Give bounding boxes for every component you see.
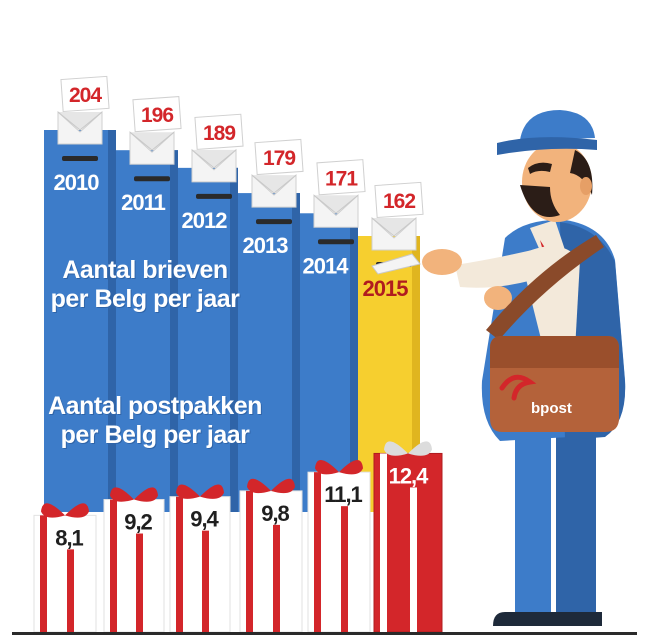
year-label: 2011	[121, 190, 165, 215]
parcel-2014: 11,1	[307, 460, 371, 633]
ribbon	[67, 549, 74, 632]
envelope-flap	[57, 111, 103, 131]
letter-value-label: 171	[325, 167, 358, 190]
envelope-icon	[251, 173, 297, 208]
bow-icon	[110, 487, 134, 502]
letter-value-label: 189	[203, 122, 235, 145]
year-label: 2010	[54, 170, 100, 195]
year-label: 2014	[303, 253, 350, 278]
envelope-flap	[371, 217, 417, 237]
bow-icon	[200, 484, 224, 499]
letter-bar-shade	[350, 213, 358, 513]
envelope-flap	[129, 131, 175, 151]
letter-bar	[44, 130, 116, 512]
bow-icon	[384, 441, 408, 456]
letter-card	[374, 181, 424, 219]
mail-slot-icon	[256, 219, 292, 225]
letter-box-2012: 2012 189	[178, 113, 244, 512]
letter-box-2010: 2010 204	[44, 75, 116, 512]
ribbon	[176, 496, 183, 632]
parcel-2013: 9,8	[239, 478, 303, 633]
parcel-2012: 9,4	[169, 484, 231, 633]
letter-bar-shade	[170, 150, 178, 512]
envelope-icon	[191, 148, 237, 183]
envelope-flap	[191, 149, 237, 169]
letter-value-label: 162	[383, 190, 415, 213]
year-label: 2015	[363, 276, 409, 301]
letter-card	[194, 113, 244, 150]
letter-bar	[116, 150, 178, 512]
mail-slot-icon	[196, 193, 232, 199]
letter-bar	[178, 167, 238, 512]
letter-bar	[300, 213, 358, 513]
envelope-icon	[371, 216, 417, 251]
bow-icon	[339, 460, 363, 475]
bow-icon	[134, 487, 158, 502]
letter-box-2014: 2014 171	[300, 159, 366, 513]
ribbon	[380, 453, 387, 632]
envelope-flap	[251, 174, 297, 194]
letters-axis-label-line-1: Aantal brieven	[62, 256, 228, 284]
letter-box-2011: 2011 196	[116, 96, 182, 512]
bow-icon	[271, 478, 295, 494]
mail-slot-icon	[62, 156, 98, 161]
letter-card	[60, 75, 110, 113]
envelope-icon	[129, 131, 175, 165]
letter-card	[316, 159, 366, 196]
letter-value-label: 196	[141, 104, 173, 127]
letter-card	[132, 96, 182, 133]
ribbon	[341, 506, 348, 632]
letters-axis-label-line-2: per Belg per jaar	[50, 285, 240, 313]
ribbon	[273, 524, 280, 632]
ribbon	[110, 499, 117, 632]
ribbon	[40, 515, 47, 632]
letter-value-label: 179	[263, 147, 295, 170]
parcels-axis-label-line-2: per Belg per jaar	[60, 421, 250, 449]
parcel-value-label: 9,2	[124, 510, 152, 535]
bow-icon	[176, 484, 200, 499]
parcel-2011: 9,2	[103, 487, 165, 633]
ribbon	[136, 533, 143, 632]
postman-icon: bpost	[422, 110, 626, 626]
envelope-icon	[313, 194, 359, 228]
year-label: 2012	[182, 208, 228, 233]
ribbon	[314, 472, 321, 632]
letter-bar-shade	[108, 130, 116, 512]
ground-line	[12, 632, 637, 635]
letter-bar-shade	[230, 167, 238, 512]
parcel-value-label: 8,1	[55, 525, 83, 550]
parcel-value-label: 9,4	[190, 507, 219, 532]
letter-bar-shade	[412, 236, 420, 512]
envelope-icon	[57, 110, 103, 145]
parcel-value-label: 12,4	[389, 463, 430, 488]
parcel-value-label: 11,1	[324, 482, 362, 507]
bow-icon	[315, 460, 339, 475]
bag-brand-label: bpost	[531, 400, 572, 417]
letter-card	[254, 138, 304, 176]
envelope-flap	[313, 194, 359, 214]
letter-in-hand	[371, 253, 421, 275]
parcel-gifts: 8,1 9,2 9,4 9,8 11,1 12,4	[12, 441, 637, 635]
letter-bar	[238, 193, 300, 512]
parcel-value-label: 9,8	[261, 501, 289, 526]
letters-axis-label: Aantal brieven per Belg per jaar	[40, 256, 250, 314]
parcels-axis-label: Aantal postpakken per Belg per jaar	[40, 392, 270, 450]
ribbon	[410, 487, 417, 632]
letter-box-2013: 2013 179	[238, 138, 304, 512]
mail-slot-icon	[318, 239, 354, 245]
ribbon	[202, 530, 209, 632]
bow-icon	[247, 478, 271, 494]
ribbon	[246, 490, 253, 632]
parcel-2015: 12,4	[373, 441, 443, 633]
bow-icon	[408, 441, 432, 456]
mail-slot-icon	[134, 176, 170, 182]
parcel-2010: 8,1	[33, 503, 97, 633]
letter-value-label: 204	[69, 84, 102, 107]
letter-bar-shade	[292, 193, 300, 512]
bow-icon	[65, 503, 89, 518]
year-label: 2013	[243, 233, 289, 258]
parcels-axis-label-line-1: Aantal postpakken	[48, 392, 262, 420]
bow-icon	[41, 503, 65, 518]
